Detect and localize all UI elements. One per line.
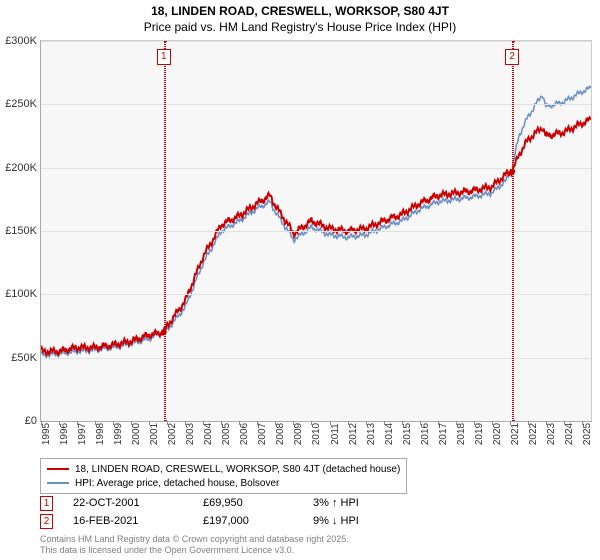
x-tick-label: 1995 (41, 423, 52, 445)
x-tick-label: 2021 (510, 423, 521, 445)
legend-label: 18, LINDEN ROAD, CRESWELL, WORKSOP, S80 … (75, 464, 400, 475)
x-tick-label: 1997 (77, 423, 88, 445)
legend-swatch (47, 468, 69, 471)
event-id-badge: 1 (40, 496, 53, 511)
x-tick-label: 2013 (366, 423, 377, 445)
y-tick-label: £0 (25, 415, 41, 427)
chart-title: 18, LINDEN ROAD, CRESWELL, WORKSOP, S80 … (0, 0, 600, 20)
x-tick-label: 2000 (131, 423, 142, 445)
chart-container: 18, LINDEN ROAD, CRESWELL, WORKSOP, S80 … (0, 0, 600, 560)
plot-area: £0£50K£100K£150K£200K£250K£300K199519961… (40, 40, 592, 422)
event-date: 16-FEB-2021 (73, 515, 183, 527)
x-tick-label: 2004 (203, 423, 214, 445)
x-tick-label: 2025 (582, 423, 593, 445)
x-tick-label: 1998 (95, 423, 106, 445)
x-tick-label: 2007 (257, 423, 268, 445)
event-row: 1 22-OCT-2001 £69,950 3% ↑ HPI (40, 494, 423, 512)
event-price: £69,950 (203, 497, 293, 509)
legend: 18, LINDEN ROAD, CRESWELL, WORKSOP, S80 … (40, 458, 407, 494)
x-tick-label: 2018 (456, 423, 467, 445)
event-date: 22-OCT-2001 (73, 497, 183, 509)
y-tick-label: £250K (5, 98, 41, 110)
series-hpi (41, 86, 591, 357)
event-pct: 3% ↑ HPI (313, 497, 423, 509)
y-tick-label: £200K (5, 162, 41, 174)
legend-swatch (47, 482, 69, 484)
footer-line2: This data is licensed under the Open Gov… (40, 545, 349, 556)
x-tick-label: 2009 (293, 423, 304, 445)
event-marker-line (512, 41, 514, 421)
y-tick-label: £50K (11, 352, 41, 364)
legend-item: HPI: Average price, detached house, Bols… (47, 476, 400, 490)
x-tick-label: 2019 (474, 423, 485, 445)
legend-item: 18, LINDEN ROAD, CRESWELL, WORKSOP, S80 … (47, 462, 400, 476)
gridline (41, 231, 591, 232)
x-tick-label: 2022 (528, 423, 539, 445)
event-id-badge: 2 (40, 514, 53, 529)
x-tick-label: 2001 (149, 423, 160, 445)
gridline (41, 168, 591, 169)
x-tick-label: 2014 (384, 423, 395, 445)
event-marker-label: 2 (505, 49, 519, 65)
x-tick-label: 2015 (402, 423, 413, 445)
x-tick-label: 1996 (59, 423, 70, 445)
x-tick-label: 2011 (330, 423, 341, 445)
gridline (41, 294, 591, 295)
footer-line1: Contains HM Land Registry data © Crown c… (40, 534, 349, 545)
event-pct: 9% ↓ HPI (313, 515, 423, 527)
event-marker-line (164, 41, 166, 421)
x-tick-label: 2023 (546, 423, 557, 445)
chart-subtitle: Price paid vs. HM Land Registry's House … (0, 20, 600, 38)
series-property (41, 117, 591, 354)
event-row: 2 16-FEB-2021 £197,000 9% ↓ HPI (40, 512, 423, 530)
event-table: 1 22-OCT-2001 £69,950 3% ↑ HPI 2 16-FEB-2021 £… (40, 494, 423, 530)
legend-label: HPI: Average price, detached house, Bols… (75, 478, 279, 489)
event-marker-label: 1 (157, 49, 171, 65)
x-tick-label: 1999 (113, 423, 124, 445)
footer-attribution: Contains HM Land Registry data © Crown c… (40, 534, 349, 556)
x-tick-label: 2006 (239, 423, 250, 445)
x-tick-label: 2008 (275, 423, 286, 445)
x-tick-label: 2003 (185, 423, 196, 445)
x-tick-label: 2002 (167, 423, 178, 445)
gridline (41, 104, 591, 105)
y-tick-label: £100K (5, 288, 41, 300)
y-tick-label: £300K (5, 35, 41, 47)
x-tick-label: 2020 (492, 423, 503, 445)
x-tick-label: 2024 (564, 423, 575, 445)
gridline (41, 358, 591, 359)
x-tick-label: 2010 (311, 423, 322, 445)
x-tick-label: 2005 (221, 423, 232, 445)
y-tick-label: £150K (5, 225, 41, 237)
x-tick-label: 2012 (348, 423, 359, 445)
x-tick-label: 2016 (420, 423, 431, 445)
x-tick-label: 2017 (438, 423, 449, 445)
event-price: £197,000 (203, 515, 293, 527)
gridline (41, 41, 591, 42)
